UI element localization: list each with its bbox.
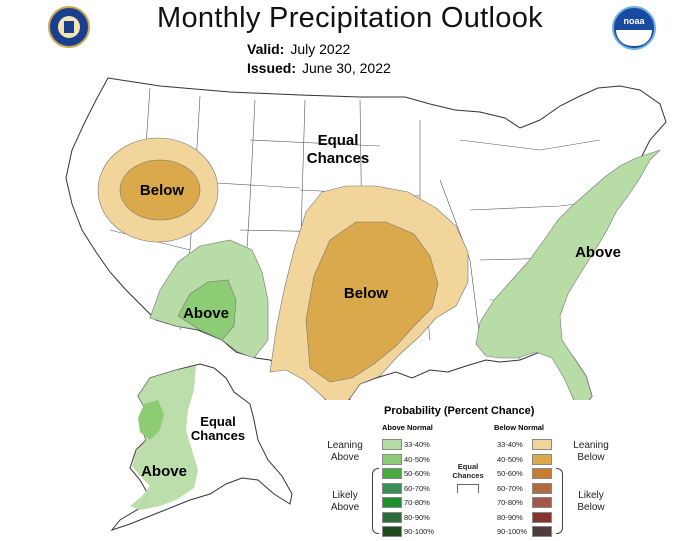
legend-equal-line1: Equal — [457, 462, 479, 471]
likely-above-line1: Likely — [332, 490, 358, 501]
northwest-below-inner — [119, 159, 201, 221]
valid-label: Valid: — [247, 41, 285, 57]
page-title: Monthly Precipitation Outlook — [157, 2, 543, 34]
leaning-below-line1: Leaning — [573, 440, 609, 451]
legend-above-label: 40-50% — [404, 454, 430, 464]
alaska-above-inner — [138, 400, 164, 440]
region-label-central: Below — [344, 285, 389, 302]
legend-above-label: 60-70% — [404, 483, 430, 493]
legend-below-label: 40-50% — [497, 454, 523, 464]
legend-below-label: 70-80% — [497, 498, 523, 507]
legend-below-swatch — [532, 439, 552, 450]
east-above — [475, 149, 661, 409]
equal-chances-line1: Equal — [318, 132, 359, 149]
leaning-above-line1: Leaning — [327, 440, 363, 451]
noaa-logo-text: noaa — [623, 16, 645, 26]
likely-above-line2: Above — [330, 502, 360, 513]
legend-below-swatch — [532, 482, 552, 494]
legend-above-label: 70-80% — [404, 498, 430, 507]
legend-above-swatch — [382, 468, 402, 479]
commerce-seal-icon — [48, 6, 90, 48]
alaska-equal-chances-line2: Chances — [191, 428, 245, 443]
issued-value: June 30, 2022 — [302, 60, 391, 76]
legend-below-label: 50-60% — [497, 469, 523, 478]
legend-likely-above: Likely Above — [320, 490, 370, 514]
alaska-above — [130, 366, 198, 510]
legend-below-label: 80-90% — [497, 512, 523, 522]
legend-leaning-below: Leaning Below — [565, 440, 617, 464]
region-label-east: Above — [575, 244, 621, 261]
noaa-logo-icon: noaa — [612, 6, 656, 50]
region-label-northwest: Below — [140, 182, 185, 199]
valid-value: July 2022 — [290, 41, 351, 57]
issued-label: Issued: — [247, 60, 297, 76]
legend-equal-line2: Chances — [452, 471, 484, 480]
valid-date: Valid: July 2022 — [247, 41, 350, 57]
legend-above-swatch — [382, 511, 402, 523]
legend-below-header: Below Normal — [494, 423, 545, 432]
legend-above-swatch — [382, 497, 402, 508]
legend-above-swatch — [382, 453, 402, 465]
equal-chances-line2: Chances — [307, 150, 370, 167]
region-label-southwest: Above — [183, 305, 229, 322]
legend-above-label: 80-90% — [404, 512, 430, 522]
legend-panel — [320, 400, 620, 540]
legend-title: Probability (Percent Chance) — [384, 405, 535, 417]
region-label-alaska: Above — [141, 463, 187, 480]
legend-above-swatch — [382, 526, 402, 537]
legend-below-label: 60-70% — [497, 483, 523, 493]
central-below-inner — [305, 221, 439, 383]
southwest-above-inner — [177, 279, 237, 341]
legend-likely-below: Likely Below — [565, 490, 617, 514]
legend-below-swatch — [532, 526, 552, 537]
leaning-above-line2: Above — [330, 452, 360, 463]
legend-bracket-below — [556, 468, 563, 534]
legend-below-label: 33-40% — [497, 440, 523, 449]
likely-below-line1: Likely — [578, 490, 604, 501]
legend-above-label: 90-100% — [404, 527, 435, 536]
alaska-equal-chances-line1: Equal — [200, 414, 235, 429]
legend-below-swatch — [532, 511, 552, 523]
legend-equal-swatch — [457, 484, 479, 493]
legend-above-swatch — [382, 439, 402, 450]
legend-below-label: 90-100% — [497, 527, 528, 536]
issued-date: Issued: June 30, 2022 — [247, 60, 391, 76]
likely-below-line2: Below — [577, 502, 605, 513]
legend-leaning-above: Leaning Above — [320, 440, 370, 464]
legend-below-swatch — [532, 497, 552, 508]
leaning-below-line2: Below — [577, 452, 605, 463]
legend-bracket-above — [372, 468, 379, 534]
legend-above-label: 50-60% — [404, 469, 430, 478]
legend-below-swatch — [532, 453, 552, 465]
legend-above-swatch — [382, 482, 402, 494]
legend-above-header: Above Normal — [382, 423, 433, 432]
legend-below-swatch — [532, 468, 552, 479]
legend-above-label: 33-40% — [404, 440, 430, 449]
legend-equal-chances: Equal Chances — [448, 462, 488, 480]
